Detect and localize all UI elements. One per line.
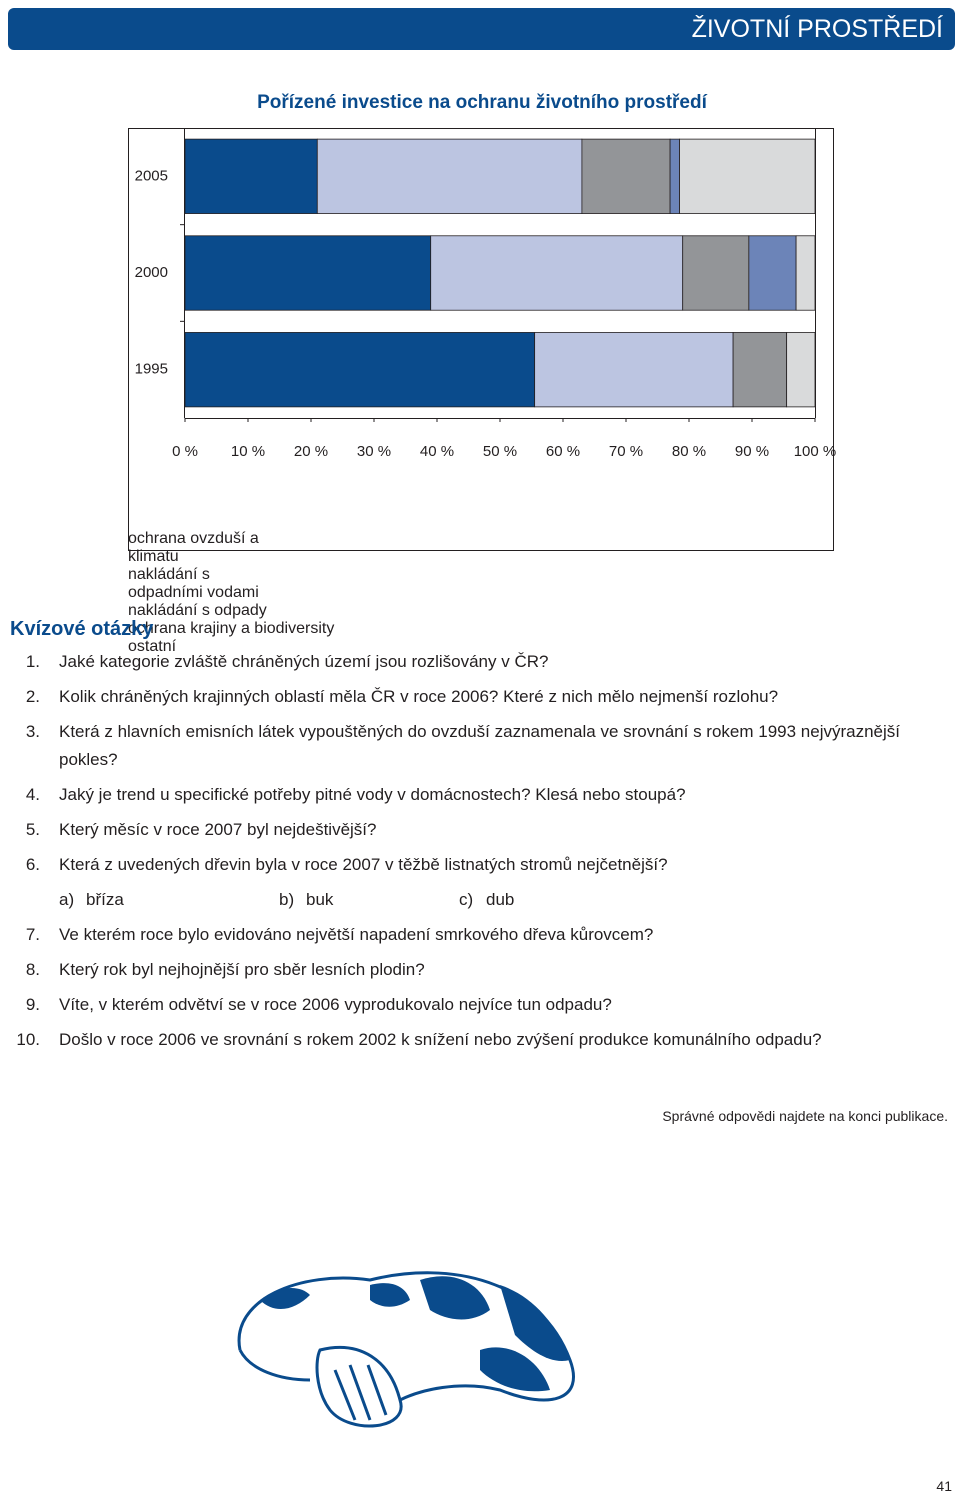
bar-segment: [184, 138, 318, 214]
question-text: Který měsíc v roce 2007 byl nejdeštivějš…: [59, 820, 377, 839]
question-text: Která z uvedených dřevin byla v roce 200…: [59, 855, 668, 874]
question-text: Kolik chráněných krajinných oblastí měla…: [59, 687, 779, 706]
question: 9. Víte, v kterém odvětví se v roce 2006 …: [0, 991, 960, 1019]
section-title: ŽIVOTNÍ PROSTŘEDÍ: [691, 15, 943, 43]
x-tick-label: 80 %: [672, 443, 706, 460]
page-number: 41: [936, 1478, 952, 1494]
option-label: c): [459, 890, 474, 909]
question-number: 8.: [25, 960, 40, 979]
chart: Pořízené investice na ochranu životního …: [128, 92, 837, 551]
question-number: 5.: [25, 820, 40, 839]
x-tick-label: 70 %: [609, 443, 643, 460]
option-text: dub: [486, 890, 515, 909]
bar-segment: [184, 235, 432, 311]
x-tick-label: 100 %: [794, 443, 837, 460]
question: 2. Kolik chráněných krajinných oblastí mě…: [0, 683, 960, 711]
question: 6. Která z uvedených dřevin byla v roce 2…: [0, 851, 960, 879]
bar-segment: [748, 235, 797, 311]
question-text: Došlo v roce 2006 ve srovnání s rokem 20…: [59, 1030, 822, 1049]
question-number: 3.: [25, 722, 40, 741]
question-number: 7.: [25, 925, 40, 944]
bar-segment: [430, 235, 684, 311]
question: 4. Jaký je trend u specifické potřeby pit…: [0, 781, 960, 809]
question-text: Který rok byl nejhojnější pro sběr lesní…: [59, 960, 425, 979]
option-label: b): [279, 890, 295, 909]
x-tick-label: 50 %: [483, 443, 517, 460]
bar-segment: [795, 235, 816, 311]
bar-segment: [786, 332, 816, 408]
legend-label: ostatní: [128, 638, 177, 655]
question-text: Jaké kategorie zvláště chráněných území …: [59, 652, 549, 671]
legend-label: nakládání s odpady: [128, 602, 267, 619]
x-tick-label: 20 %: [294, 443, 328, 460]
y-tick-label: 1995: [135, 361, 168, 378]
question-text: Ve kterém roce bylo evidováno největší n…: [59, 925, 654, 944]
legend: ochrana ovzduší a klimatu nakládání s odp…: [128, 530, 833, 655]
question-number: 2.: [25, 687, 40, 706]
quiz-title: Kvízové otázky: [10, 618, 154, 640]
header-bar: ŽIVOTNÍ PROSTŘEDÍ: [8, 8, 955, 50]
question-number: 1.: [25, 652, 40, 671]
option-text: bříza: [86, 890, 124, 909]
y-tick-label: 2005: [135, 167, 168, 184]
question: 8. Který rok byl nejhojnější pro sběr les…: [0, 956, 960, 984]
question: 1. Jaké kategorie zvláště chráněných územ…: [0, 648, 960, 676]
option-text: buk: [306, 890, 334, 909]
legend-label: nakládání s odpadními vodami: [128, 566, 259, 601]
bar-segment: [581, 138, 671, 214]
question-text: Která z hlavních emisních látek vypouště…: [59, 722, 900, 769]
question: 7. Ve kterém roce bylo evidováno největší…: [0, 921, 960, 949]
question-text: Víte, v kterém odvětví se v roce 2006 vy…: [59, 995, 612, 1014]
legend-label: ochrana ovzduší a klimatu: [128, 530, 259, 565]
bar-segment: [534, 332, 734, 408]
bar-segment: [682, 235, 750, 311]
quiz: Kvízové otázky 1. Jaké kategorie zvláště …: [0, 618, 960, 1061]
bar-segment: [316, 138, 583, 214]
bar-segment: [184, 332, 536, 408]
chart-title: Pořízené investice na ochranu životního …: [257, 92, 707, 113]
answer-note: Správné odpovědi najdete na konci publik…: [662, 1108, 948, 1124]
x-tick-label: 30 %: [357, 443, 391, 460]
question-number: 10.: [16, 1030, 40, 1049]
x-tick-label: 90 %: [735, 443, 769, 460]
bar-segment: [732, 332, 788, 408]
question-number: 6.: [25, 855, 40, 874]
question: 10. Došlo v roce 2006 ve srovnání s rokem…: [0, 1026, 960, 1054]
illustration: [237, 1271, 575, 1428]
question: 5. Který měsíc v roce 2007 byl nejdeštivě…: [0, 816, 960, 844]
question-number: 4.: [25, 785, 40, 804]
x-tick-label: 40 %: [420, 443, 454, 460]
x-tick-label: 60 %: [546, 443, 580, 460]
question-list: 1. Jaké kategorie zvláště chráněných územ…: [0, 648, 960, 1054]
option-label: a): [59, 890, 75, 909]
x-tick-label: 0 %: [172, 443, 198, 460]
question-number: 9.: [25, 995, 40, 1014]
legend-label: ochrana krajiny a biodiversity: [128, 620, 335, 637]
question: 3. Která z hlavních emisních látek vypouš…: [0, 718, 960, 774]
question-text: Jaký je trend u specifické potřeby pitné…: [59, 785, 686, 804]
x-tick-label: 10 %: [231, 443, 265, 460]
bar-segment: [679, 138, 816, 214]
question-options: a) bříza b) buk c) dub: [0, 886, 960, 914]
y-tick-label: 2000: [135, 264, 168, 281]
bar-segment: [669, 138, 680, 214]
